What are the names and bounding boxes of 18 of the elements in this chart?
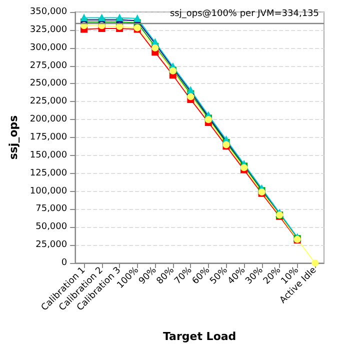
y-tick-label: 250,000 (30, 78, 68, 89)
y-tick-label: 175,000 (30, 132, 68, 142)
ref-line-label: ssj_ops@100% per JVM=334,135 (170, 8, 319, 19)
y-tick-label: 125,000 (30, 168, 68, 178)
y-tick-label: 275,000 (30, 60, 68, 71)
y-tick-label: 225,000 (30, 96, 68, 107)
y-tick-label: 350,000 (30, 7, 68, 17)
y-tick-label: 150,000 (30, 150, 68, 160)
x-axis-title: Target Load (162, 330, 236, 343)
y-tick-label: 0 (61, 258, 68, 268)
y-tick-label: 300,000 (30, 42, 68, 53)
y-tick-label: 75,000 (36, 204, 68, 214)
y-tick-label: 200,000 (30, 114, 68, 125)
y-tick-label: 100,000 (30, 186, 68, 196)
y-tick-label: 50,000 (36, 222, 68, 232)
y-tick-label: 25,000 (36, 240, 68, 250)
y-axis-title: ssj_ops (7, 114, 20, 160)
y-tick-label: 325,000 (30, 24, 68, 35)
